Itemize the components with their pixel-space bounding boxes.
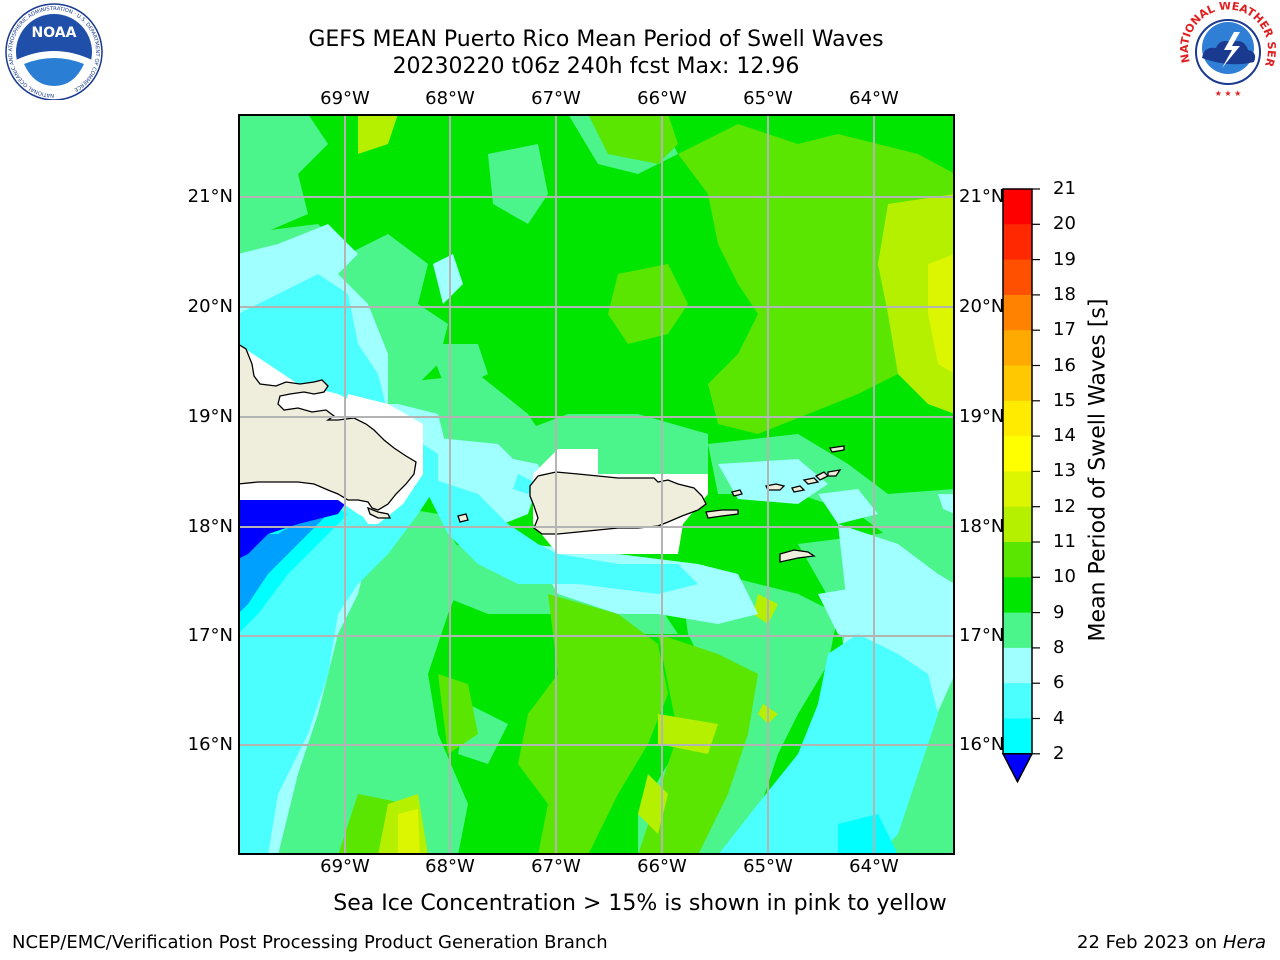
colorbar-label: 21 xyxy=(1053,178,1076,199)
colorbar-bin xyxy=(1003,189,1032,225)
colorbar-label: 18 xyxy=(1053,283,1076,305)
lon-tick-bottom: 64°W xyxy=(849,856,899,877)
noaa-logo-text: NOAA xyxy=(32,25,77,41)
colorbar-bin xyxy=(1003,683,1032,719)
lat-tick-right: 20°N xyxy=(959,296,1005,317)
colorbar-label: 13 xyxy=(1053,460,1076,482)
lat-tick-left: 19°N xyxy=(187,406,233,427)
colorbar-bin xyxy=(1003,647,1032,684)
colorbar-under-arrow xyxy=(1001,753,1034,784)
lat-tick-right: 18°N xyxy=(959,516,1005,537)
colorbar-bin xyxy=(1003,542,1032,578)
lat-tick-left: 20°N xyxy=(187,296,233,317)
lon-tick-top: 68°W xyxy=(425,88,475,109)
lat-tick-right: 16°N xyxy=(959,734,1005,755)
tortola xyxy=(802,477,820,485)
field-13-14s xyxy=(398,254,955,855)
colorbar-bin xyxy=(1003,612,1032,649)
footer-date: 22 Feb 2023 on Hera xyxy=(1077,932,1266,953)
colorbar-bin xyxy=(1003,471,1032,508)
colorbar-label: 20 xyxy=(1053,213,1076,235)
anegada xyxy=(827,469,842,477)
colorbar-bin xyxy=(1003,224,1032,261)
map-frame xyxy=(238,114,955,855)
colorbar-title: Mean Period of Swell Waves [s] xyxy=(1085,298,1111,642)
colorbar-label: 8 xyxy=(1053,636,1065,658)
colorbar-label: 12 xyxy=(1053,495,1076,517)
colorbar-label: 11 xyxy=(1053,531,1076,552)
map-title: GEFS MEAN Puerto Rico Mean Period of Swe… xyxy=(308,27,884,52)
colorbar-bin xyxy=(1003,506,1032,543)
lon-tick-top: 64°W xyxy=(849,88,899,109)
colorbar-bin xyxy=(1003,330,1032,366)
footer-date-text: 22 Feb 2023 on xyxy=(1077,932,1218,953)
footer-credit: NCEP/EMC/Verification Post Processing Pr… xyxy=(12,932,608,953)
lon-tick-bottom: 69°W xyxy=(320,856,370,877)
svg-text:★ ★ ★: ★ ★ ★ xyxy=(1215,89,1242,98)
colorbar-label: 6 xyxy=(1053,672,1065,694)
vieques xyxy=(705,509,739,519)
hispaniola-tip xyxy=(366,506,392,519)
lon-tick-top: 69°W xyxy=(320,88,370,109)
sea-ice-note: Sea Ice Concentration > 15% is shown in … xyxy=(333,891,947,916)
nws-logo: NATIONAL WEATHER SERVICE ★ ★ ★ xyxy=(1178,2,1278,99)
colorbar-label: 2 xyxy=(1053,742,1065,764)
lon-tick-top: 66°W xyxy=(637,88,687,109)
graticule xyxy=(238,114,955,855)
colorbar-label: 15 xyxy=(1053,389,1076,411)
footer-host: Hera xyxy=(1222,932,1266,953)
lat-tick-left: 16°N xyxy=(187,734,233,755)
colorbar xyxy=(1001,188,1040,784)
swell-period-map xyxy=(238,114,955,855)
mona-island xyxy=(457,513,469,523)
lon-tick-bottom: 67°W xyxy=(531,856,581,877)
lat-tick-left: 17°N xyxy=(187,625,233,646)
colorbar-label: 16 xyxy=(1053,354,1076,376)
colorbar-bin xyxy=(1003,294,1032,331)
lon-tick-bottom: 68°W xyxy=(425,856,475,877)
lon-tick-bottom: 65°W xyxy=(743,856,793,877)
colorbar-label: 14 xyxy=(1053,425,1076,447)
colorbar-bin xyxy=(1003,436,1032,472)
lon-tick-top: 65°W xyxy=(743,88,793,109)
lat-tick-right: 19°N xyxy=(959,406,1005,427)
colorbar-label: 17 xyxy=(1053,319,1076,341)
colorbar-bin xyxy=(1003,259,1032,296)
lat-tick-right: 21°N xyxy=(959,186,1005,207)
noaa-logo: NOAA NATIONAL OCEANIC AND ATMOSPHERIC AD… xyxy=(5,3,103,100)
colorbar-bin xyxy=(1003,718,1032,755)
colorbar-label: 9 xyxy=(1053,601,1065,623)
lon-tick-bottom: 66°W xyxy=(637,856,687,877)
map-subtitle: 20230220 t06z 240h fcst Max: 12.96 xyxy=(392,54,800,79)
sombrero xyxy=(829,445,845,453)
st-john xyxy=(791,485,806,493)
st-croix xyxy=(779,549,816,563)
colorbar-label: 4 xyxy=(1053,707,1065,729)
colorbar-bin xyxy=(1003,577,1032,614)
lat-tick-right: 17°N xyxy=(959,625,1005,646)
lat-tick-left: 18°N xyxy=(187,516,233,537)
lat-tick-left: 21°N xyxy=(187,186,233,207)
colorbar-label: 19 xyxy=(1053,248,1076,270)
colorbar-bin xyxy=(1003,400,1032,437)
field-below-2s xyxy=(238,500,348,559)
lon-tick-top: 67°W xyxy=(531,88,581,109)
colorbar-label: 10 xyxy=(1053,566,1076,588)
colorbar-bin xyxy=(1003,365,1032,402)
culebra xyxy=(731,489,743,497)
